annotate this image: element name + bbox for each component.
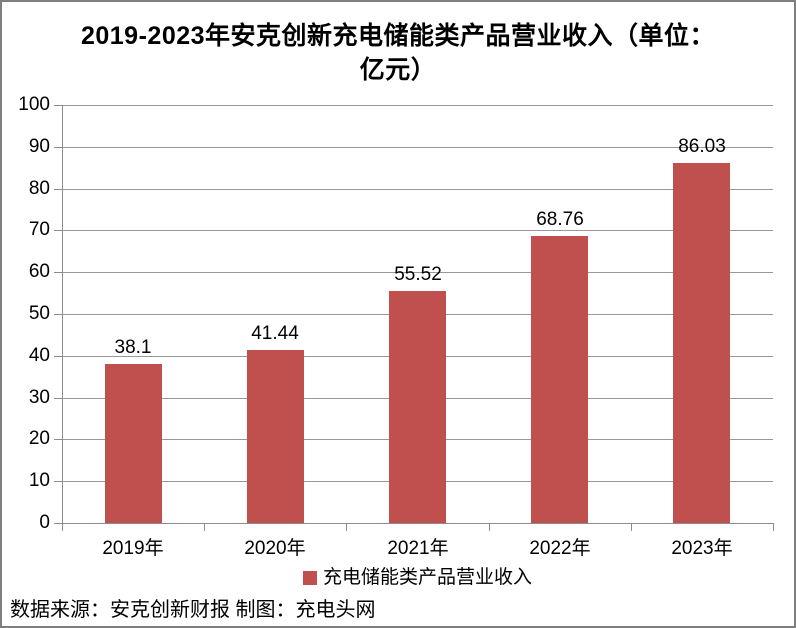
bar-value-label: 68.76 — [536, 209, 584, 230]
y-axis-tick — [54, 272, 62, 273]
bar-value-label: 55.52 — [394, 264, 442, 285]
y-axis-tick — [54, 481, 62, 482]
gridline — [62, 272, 773, 273]
x-axis-category-label: 2022年 — [529, 538, 591, 559]
y-axis-tick — [54, 230, 62, 231]
bar-2019年 — [105, 364, 162, 523]
y-axis-tick-label: 60 — [28, 261, 50, 282]
bar-value-label: 38.1 — [114, 337, 152, 358]
y-axis-tick — [54, 105, 62, 106]
y-axis-tick-label: 40 — [28, 345, 50, 366]
y-axis-tick — [54, 523, 62, 524]
bar-value-label: 41.44 — [251, 323, 299, 344]
x-axis-tick — [346, 523, 347, 531]
y-axis-tick-label: 70 — [28, 219, 50, 240]
bar-2023年 — [673, 163, 730, 523]
chart-title-line2: 亿元） — [359, 56, 437, 84]
y-axis-tick-label: 30 — [28, 387, 50, 408]
gridline — [62, 189, 773, 190]
y-axis-line — [62, 105, 63, 523]
y-axis-tick-label: 50 — [28, 303, 50, 324]
y-axis-tick-label: 90 — [28, 136, 50, 157]
legend-marker-icon — [302, 571, 317, 585]
y-axis-tick-label: 10 — [28, 470, 50, 491]
chart-title: 2019-2023年安克创新充电储能类产品营业收入（单位： 亿元） — [42, 19, 754, 87]
x-axis-category-label: 2019年 — [102, 538, 164, 559]
legend: 充电储能类产品营业收入 — [62, 568, 773, 590]
y-axis-tick-label: 80 — [28, 178, 50, 199]
y-axis-tick — [54, 356, 62, 357]
y-axis-tick-label: 100 — [18, 94, 50, 115]
x-axis-category-label: 2021年 — [387, 538, 449, 559]
y-axis-tick — [54, 147, 62, 148]
gridline — [62, 105, 773, 106]
y-axis-tick — [54, 398, 62, 399]
x-axis-category-label: 2023年 — [671, 538, 733, 559]
gridline — [62, 230, 773, 231]
legend-label: 充电储能类产品营业收入 — [322, 567, 532, 588]
y-axis-tick — [54, 314, 62, 315]
bar-2020年 — [247, 350, 304, 523]
x-axis-tick — [631, 523, 632, 531]
x-axis-tick — [62, 523, 63, 531]
bar-2021年 — [389, 291, 446, 523]
bar-2022年 — [531, 236, 588, 523]
chart-title-line1: 2019-2023年安克创新充电储能类产品营业收入（单位： — [80, 22, 716, 50]
y-axis-tick-label: 20 — [28, 428, 50, 449]
gridline — [62, 147, 773, 148]
y-axis-tick-label: 0 — [39, 512, 50, 533]
x-axis-category-label: 2020年 — [244, 538, 306, 559]
y-axis-tick — [54, 439, 62, 440]
y-axis-tick — [54, 189, 62, 190]
x-axis-tick — [489, 523, 490, 531]
x-axis-line — [62, 523, 773, 524]
source-note: 数据来源：安克创新财报 制图：充电头网 — [10, 599, 376, 621]
x-axis-tick — [204, 523, 205, 531]
bar-value-label: 86.03 — [678, 136, 726, 157]
x-axis-tick — [773, 523, 774, 531]
